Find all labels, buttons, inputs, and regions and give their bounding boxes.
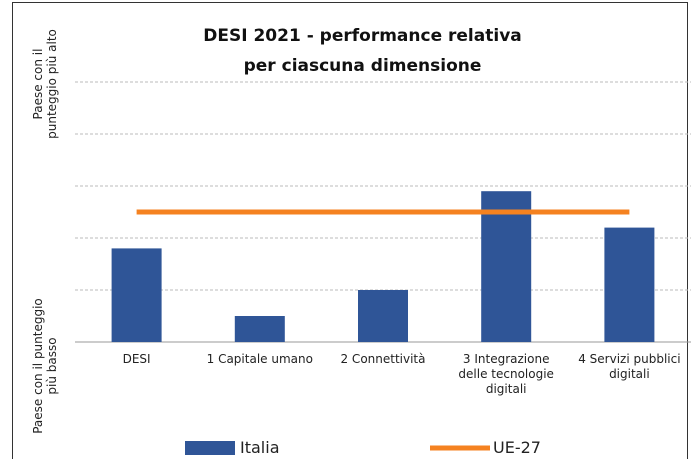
x-tick-label: 1 Capitale umano bbox=[206, 352, 313, 366]
x-tick-label: 3 Integrazione delle tecnologie digitali bbox=[458, 352, 554, 396]
chart-frame bbox=[12, 2, 688, 459]
y-label-bottom: Paese con il punteggio più basso bbox=[31, 298, 59, 434]
chart-title: DESI 2021 - performance relativa bbox=[203, 26, 522, 46]
legend-label: UE-27 bbox=[493, 438, 541, 457]
x-tick-label: 2 Connettività bbox=[340, 352, 426, 366]
bar bbox=[604, 227, 655, 342]
y-label-top: Paese con il punteggio più alto bbox=[31, 29, 59, 139]
bar bbox=[234, 316, 285, 342]
x-tick-label: 4 Servizi pubblici digitali bbox=[578, 352, 681, 381]
legend-label: Italia bbox=[240, 438, 280, 457]
bar bbox=[358, 290, 408, 342]
x-tick-label: DESI bbox=[122, 352, 151, 366]
bar bbox=[111, 248, 162, 342]
bar bbox=[481, 191, 532, 342]
chart-title: per ciascuna dimensione bbox=[243, 56, 482, 76]
legend-swatch bbox=[185, 441, 235, 455]
